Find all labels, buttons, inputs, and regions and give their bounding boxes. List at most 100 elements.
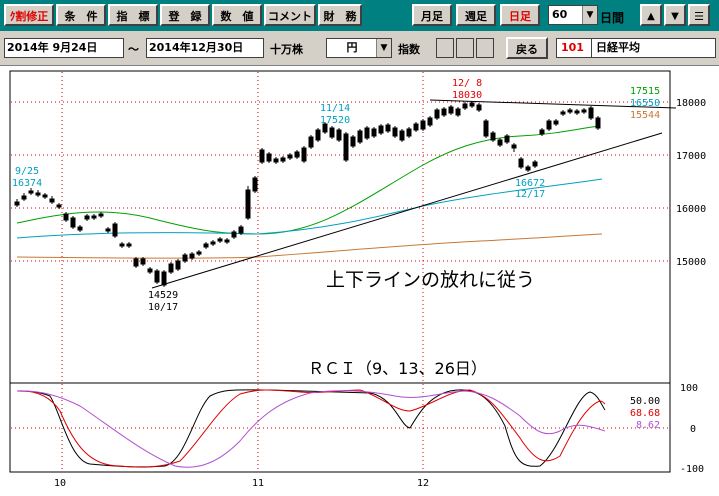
candle-body — [350, 136, 356, 147]
candle-body — [553, 120, 559, 125]
range-tilde: ～ — [128, 43, 139, 56]
rci-y-tick-0: 0 — [690, 424, 696, 435]
candle-body — [280, 157, 286, 162]
candle-body — [28, 190, 34, 194]
daily-button[interactable]: 日足 — [500, 4, 540, 26]
candle-body — [336, 129, 342, 141]
rci-26-value: 8.62 — [636, 420, 660, 431]
candle-body — [441, 108, 447, 116]
candle-body — [574, 110, 580, 114]
candle-body — [70, 217, 76, 228]
period-unit: 日間 — [600, 11, 625, 25]
y-tick-18000: 18000 — [676, 98, 706, 109]
candle-body — [595, 117, 601, 129]
candle-body — [567, 109, 573, 113]
candle-body — [175, 260, 181, 270]
currency-value: 円 — [346, 41, 358, 54]
candle-body — [161, 271, 167, 286]
candle-body — [455, 108, 461, 116]
stock-code: 101 — [561, 41, 584, 54]
values-button[interactable]: 数 値 — [212, 4, 262, 26]
register-button[interactable]: 登 録 — [160, 4, 210, 26]
candle-body — [434, 109, 440, 119]
candle-body — [413, 123, 419, 131]
label-1217-date: 12/17 — [515, 189, 545, 200]
start-date-field[interactable]: 2014年 9月24日 — [4, 38, 124, 58]
conditions-button[interactable]: 条 件 — [56, 4, 106, 26]
label-925-value: 16374 — [12, 178, 42, 189]
candle-body — [140, 258, 146, 265]
scroll-down-icon[interactable]: ▼ — [664, 4, 686, 26]
period-value: 60 — [552, 8, 568, 21]
candle-body — [147, 268, 153, 273]
menu-icon[interactable]: ☰ — [688, 4, 710, 26]
candle-body — [462, 103, 468, 109]
candle-body — [196, 251, 202, 255]
candle-body — [357, 130, 363, 143]
candle-body — [42, 194, 48, 198]
candle-body — [343, 133, 349, 161]
candle-body — [126, 243, 132, 247]
candle-body — [308, 136, 314, 148]
rci-13-line — [16, 389, 606, 468]
weekly-button[interactable]: 週足 — [456, 4, 496, 26]
split-correction-button[interactable]: ｸ割修正 — [4, 4, 54, 26]
index-box-3[interactable] — [476, 38, 494, 58]
financial-button[interactable]: 財 務 — [318, 4, 362, 26]
scroll-up-icon[interactable]: ▲ — [640, 4, 662, 26]
candle-body — [287, 154, 293, 159]
candle-body — [231, 231, 237, 238]
currency-select[interactable]: 円 ▼ — [326, 38, 392, 58]
candle-body — [21, 195, 27, 200]
chevron-down-icon[interactable]: ▼ — [582, 6, 597, 24]
index-box-1[interactable] — [436, 38, 454, 58]
main-toolbar: ｸ割修正 条 件 指 標 登 録 数 値 コメント 財 務 月足 週足 日足 6… — [0, 0, 719, 31]
candle-body — [490, 132, 496, 141]
volume-unit-label: 十万株 — [270, 43, 303, 56]
candle-body — [14, 201, 20, 206]
candle-body — [546, 120, 552, 130]
candle-body — [329, 127, 335, 138]
candle-body — [217, 238, 223, 242]
candle-body — [497, 139, 503, 146]
indicators-button[interactable]: 指 標 — [108, 4, 158, 26]
period-select[interactable]: 60 ▼ — [548, 5, 598, 25]
comment-button[interactable]: コメント — [264, 4, 316, 26]
candle-body — [63, 213, 69, 221]
back-button[interactable]: 戻る — [506, 37, 548, 59]
candle-body — [84, 215, 90, 220]
index-box-2[interactable] — [456, 38, 474, 58]
stock-code-field[interactable]: 101 日経平均 — [556, 38, 716, 58]
index-label: 指数 — [398, 43, 420, 56]
end-date-field[interactable]: 2014年12月30日 — [146, 38, 264, 58]
y-tick-15000: 15000 — [676, 257, 706, 268]
candle-body — [245, 189, 251, 219]
rci-y-tick-100: 100 — [680, 383, 698, 394]
candlesticks — [14, 101, 601, 287]
candle-body — [154, 270, 160, 283]
candle-body — [532, 161, 538, 167]
candle-body — [406, 128, 412, 137]
label-128-value: 18030 — [452, 90, 482, 101]
candle-body — [476, 104, 482, 111]
candle-body — [112, 223, 118, 237]
candle-body — [364, 127, 370, 139]
candle-body — [77, 226, 83, 231]
candle-body — [301, 147, 307, 162]
monthly-button[interactable]: 月足 — [412, 4, 452, 26]
candle-body — [49, 198, 55, 203]
candle-body — [182, 254, 188, 262]
label-1114-value: 17520 — [320, 115, 350, 126]
chevron-down-icon[interactable]: ▼ — [376, 39, 391, 57]
ma-short-value: 17515 — [630, 86, 660, 97]
candle-body — [420, 120, 426, 130]
candle-body — [56, 204, 62, 208]
candle-body — [133, 258, 139, 267]
label-1217-value: 16672 — [515, 178, 545, 189]
candle-body — [252, 177, 258, 192]
rci-9-line — [16, 389, 606, 468]
candle-body — [91, 215, 97, 219]
x-tick-december: 12 — [417, 478, 429, 489]
candle-body — [203, 243, 209, 248]
candle-body — [378, 125, 384, 134]
